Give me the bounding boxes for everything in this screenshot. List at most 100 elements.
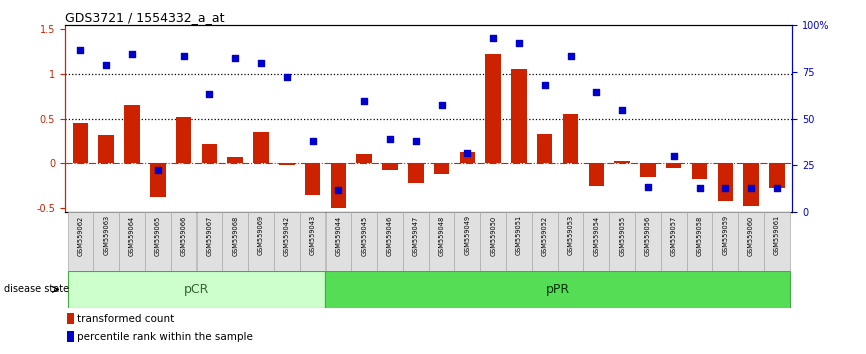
Point	[590, 89, 604, 95]
Bar	[331, 163, 346, 208]
FancyBboxPatch shape	[249, 212, 274, 271]
Point	[667, 153, 681, 159]
Text: GSM559061: GSM559061	[774, 215, 780, 256]
FancyBboxPatch shape	[661, 212, 687, 271]
Point	[383, 136, 397, 142]
FancyBboxPatch shape	[326, 212, 352, 271]
Text: GSM559043: GSM559043	[309, 215, 315, 256]
Bar	[511, 69, 527, 163]
Text: pCR: pCR	[184, 283, 210, 296]
Bar	[614, 161, 630, 163]
Text: disease state: disease state	[4, 284, 69, 295]
Text: GSM559065: GSM559065	[155, 215, 161, 256]
Point	[512, 40, 526, 45]
Text: GSM559055: GSM559055	[619, 215, 625, 256]
FancyBboxPatch shape	[429, 212, 455, 271]
FancyBboxPatch shape	[506, 212, 532, 271]
Bar	[202, 144, 217, 163]
Point	[641, 184, 655, 190]
Bar	[67, 313, 74, 324]
Bar	[434, 163, 449, 174]
Text: GSM559052: GSM559052	[542, 215, 548, 256]
Text: GSM559066: GSM559066	[181, 215, 186, 256]
Point	[332, 187, 346, 193]
Point	[486, 35, 500, 41]
FancyBboxPatch shape	[635, 212, 661, 271]
FancyBboxPatch shape	[197, 212, 223, 271]
Text: GSM559067: GSM559067	[206, 215, 212, 256]
Text: GSM559046: GSM559046	[387, 215, 393, 256]
FancyBboxPatch shape	[145, 212, 171, 271]
Text: GSM559050: GSM559050	[490, 215, 496, 256]
Point	[306, 138, 320, 144]
Text: GSM559051: GSM559051	[516, 215, 522, 256]
Point	[409, 138, 423, 144]
Bar	[537, 134, 553, 163]
FancyBboxPatch shape	[584, 212, 609, 271]
Text: GSM559058: GSM559058	[696, 215, 702, 256]
Point	[435, 102, 449, 108]
FancyBboxPatch shape	[558, 212, 584, 271]
Point	[770, 185, 784, 191]
FancyBboxPatch shape	[610, 212, 635, 271]
FancyBboxPatch shape	[403, 212, 429, 271]
FancyBboxPatch shape	[223, 212, 248, 271]
FancyBboxPatch shape	[532, 212, 558, 271]
Bar	[125, 105, 139, 163]
Text: GSM559054: GSM559054	[593, 215, 599, 256]
Bar	[743, 163, 759, 206]
Bar	[408, 163, 423, 183]
Text: GSM559057: GSM559057	[671, 215, 676, 256]
Bar	[150, 163, 165, 197]
Bar	[692, 163, 708, 179]
Bar	[769, 163, 785, 188]
FancyBboxPatch shape	[455, 212, 481, 271]
Text: GSM559056: GSM559056	[645, 215, 651, 256]
Point	[693, 185, 707, 191]
Bar	[666, 163, 682, 168]
Text: GSM559062: GSM559062	[77, 215, 83, 256]
Point	[564, 53, 578, 59]
Text: percentile rank within the sample: percentile rank within the sample	[77, 332, 253, 342]
Bar	[357, 154, 372, 163]
Point	[151, 167, 165, 172]
Bar	[279, 163, 294, 165]
Point	[229, 55, 242, 61]
Text: transformed count: transformed count	[77, 314, 174, 324]
Text: GSM559048: GSM559048	[438, 215, 444, 256]
Point	[280, 74, 294, 79]
FancyBboxPatch shape	[300, 212, 326, 271]
FancyBboxPatch shape	[764, 212, 790, 271]
Text: GSM559053: GSM559053	[567, 215, 573, 256]
Text: GSM559049: GSM559049	[464, 215, 470, 256]
Point	[203, 92, 216, 97]
Bar	[486, 54, 501, 163]
Point	[538, 82, 552, 87]
Bar	[99, 135, 114, 163]
FancyBboxPatch shape	[68, 212, 94, 271]
Text: GSM559059: GSM559059	[722, 215, 728, 256]
FancyBboxPatch shape	[738, 212, 764, 271]
Bar	[718, 163, 733, 201]
FancyBboxPatch shape	[687, 212, 713, 271]
Bar	[67, 331, 74, 342]
Text: GSM559060: GSM559060	[748, 215, 754, 256]
Point	[100, 62, 113, 68]
Bar	[589, 163, 604, 185]
Point	[744, 185, 758, 191]
Bar	[68, 271, 326, 308]
Bar	[228, 157, 243, 163]
FancyBboxPatch shape	[713, 212, 738, 271]
Bar	[460, 152, 475, 163]
Bar	[382, 163, 397, 170]
Point	[719, 185, 733, 191]
FancyBboxPatch shape	[171, 212, 197, 271]
Text: GSM559068: GSM559068	[232, 215, 238, 256]
Bar	[73, 123, 88, 163]
Point	[74, 47, 87, 53]
Bar	[326, 271, 790, 308]
Point	[254, 61, 268, 66]
Bar	[305, 163, 320, 195]
FancyBboxPatch shape	[120, 212, 145, 271]
Text: GSM559069: GSM559069	[258, 215, 264, 256]
